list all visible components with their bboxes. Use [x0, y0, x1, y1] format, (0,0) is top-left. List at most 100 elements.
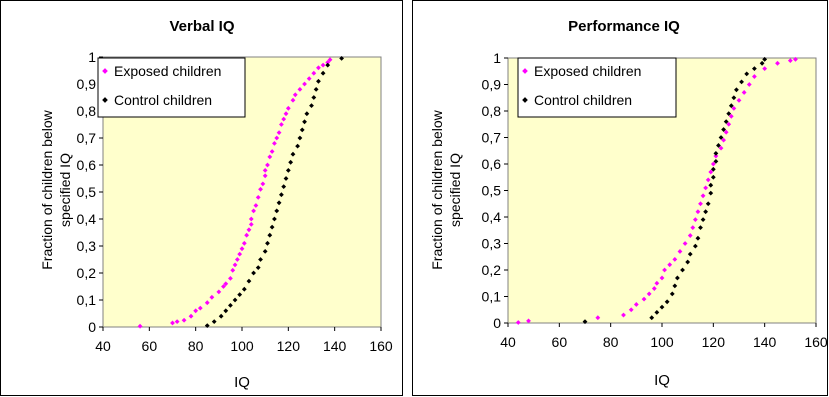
exposed-data-point — [290, 97, 296, 103]
y-tick-label: 0,8 — [482, 103, 502, 119]
y-tick-label: 0,1 — [482, 289, 502, 305]
control-data-point — [339, 55, 345, 61]
legend-marker-control — [522, 97, 528, 103]
legend-box — [97, 57, 246, 118]
exposed-data-point — [193, 308, 199, 314]
y-tick-label: 0,5 — [482, 183, 502, 199]
control-data-point — [710, 166, 716, 172]
exposed-data-point — [646, 291, 652, 297]
exposed-data-point — [721, 137, 726, 143]
data-points — [137, 55, 345, 329]
exposed-data-point — [752, 74, 757, 79]
exposed-data-point — [269, 149, 275, 154]
exposed-data-point — [260, 181, 266, 187]
exposed-data-point — [209, 294, 215, 300]
x-tick-label: 120 — [702, 334, 726, 350]
x-tick-label: 60 — [552, 334, 568, 350]
chart-title: Performance IQ — [568, 18, 680, 35]
x-tick-label: 100 — [650, 334, 674, 350]
control-data-point — [283, 176, 289, 181]
control-data-point — [698, 225, 703, 230]
legend-label-exposed: Exposed children — [534, 63, 641, 79]
exposed-data-point — [741, 90, 747, 95]
control-data-point — [218, 313, 224, 319]
legend-marker-exposed — [522, 68, 528, 74]
x-tick-label: 100 — [230, 338, 254, 354]
control-data-point — [304, 111, 310, 117]
exposed-data-point — [170, 320, 175, 326]
exposed-data-point — [248, 216, 254, 222]
exposed-data-point — [731, 105, 737, 111]
y-tick-label: 0 — [493, 315, 501, 331]
chart-title: Verbal IQ — [169, 18, 234, 35]
x-tick-label: 60 — [142, 338, 158, 354]
exposed-data-point — [320, 62, 326, 68]
exposed-data-point — [628, 307, 634, 313]
control-data-point — [262, 249, 268, 254]
control-data-point — [713, 158, 719, 164]
exposed-data-point — [700, 193, 706, 199]
legend: Exposed children Control children — [517, 57, 677, 118]
exposed-data-point — [174, 319, 180, 324]
exposed-data-point — [265, 162, 270, 168]
exposed-data-point — [787, 58, 793, 64]
control-data-point — [281, 184, 287, 189]
exposed-data-point — [316, 65, 321, 71]
exposed-data-point — [672, 257, 678, 262]
exposed-data-point — [292, 92, 298, 98]
exposed-data-point — [302, 81, 307, 87]
y-tick-label: 0,2 — [482, 262, 502, 278]
control-data-point — [237, 292, 243, 297]
control-data-point — [255, 265, 261, 270]
control-data-point — [692, 243, 698, 249]
x-axis-ticks: 40 60 80 100 120 140 160 — [95, 327, 393, 354]
x-tick-label: 40 — [95, 338, 111, 354]
x-tick-label: 160 — [804, 334, 828, 350]
x-axis-label: IQ — [654, 372, 670, 389]
y-tick-label: 0,6 — [77, 157, 97, 173]
control-data-point — [703, 209, 709, 215]
control-data-point — [272, 216, 277, 222]
control-data-point — [278, 192, 284, 198]
exposed-data-point — [221, 284, 226, 289]
exposed-data-point — [281, 116, 287, 122]
exposed-data-point — [262, 173, 268, 179]
exposed-data-point — [216, 289, 222, 295]
exposed-data-point — [246, 227, 252, 233]
x-tick-label: 40 — [500, 334, 516, 350]
exposed-data-point — [239, 246, 245, 252]
control-data-point — [649, 315, 655, 321]
control-data-point — [752, 66, 757, 71]
control-data-point — [223, 308, 229, 314]
control-data-point — [713, 151, 719, 156]
control-data-point — [700, 217, 706, 223]
exposed-data-point — [234, 257, 240, 262]
control-data-point — [718, 135, 724, 140]
x-tick-label: 120 — [277, 338, 301, 354]
performance-iq-chart: Performance IQ 0 0,1 0,2 0,3 0,4 0,5 0,6 0,7 0,8… — [412, 0, 828, 396]
exposed-data-point — [241, 240, 247, 246]
y-tick-label: 0,8 — [77, 103, 97, 119]
control-data-point — [297, 135, 303, 141]
exposed-data-point — [258, 186, 263, 192]
y-tick-label: 0,3 — [77, 238, 97, 254]
exposed-data-point — [283, 111, 289, 117]
exposed-data-point — [228, 276, 233, 281]
exposed-data-point — [297, 87, 303, 92]
y-tick-label: 0,6 — [482, 156, 502, 172]
exposed-data-point — [621, 312, 626, 318]
control-data-point — [695, 235, 701, 241]
control-data-point — [723, 119, 729, 124]
control-data-point — [721, 127, 726, 132]
control-data-point — [659, 304, 665, 310]
control-data-point — [267, 232, 273, 238]
exposed-data-point — [276, 130, 282, 135]
exposed-data-point — [325, 60, 331, 65]
exposed-data-point — [651, 286, 657, 291]
y-tick-label: 1 — [493, 50, 501, 66]
exposed-data-point — [659, 275, 665, 281]
y-tick-label: 0,3 — [482, 236, 502, 252]
exposed-data-point — [698, 201, 703, 207]
control-data-point — [734, 87, 739, 93]
y-axis-ticks: 0 0,1 0,2 0,3 0,4 0,5 0,6 0,7 0,8 0,9 1 — [482, 50, 508, 331]
